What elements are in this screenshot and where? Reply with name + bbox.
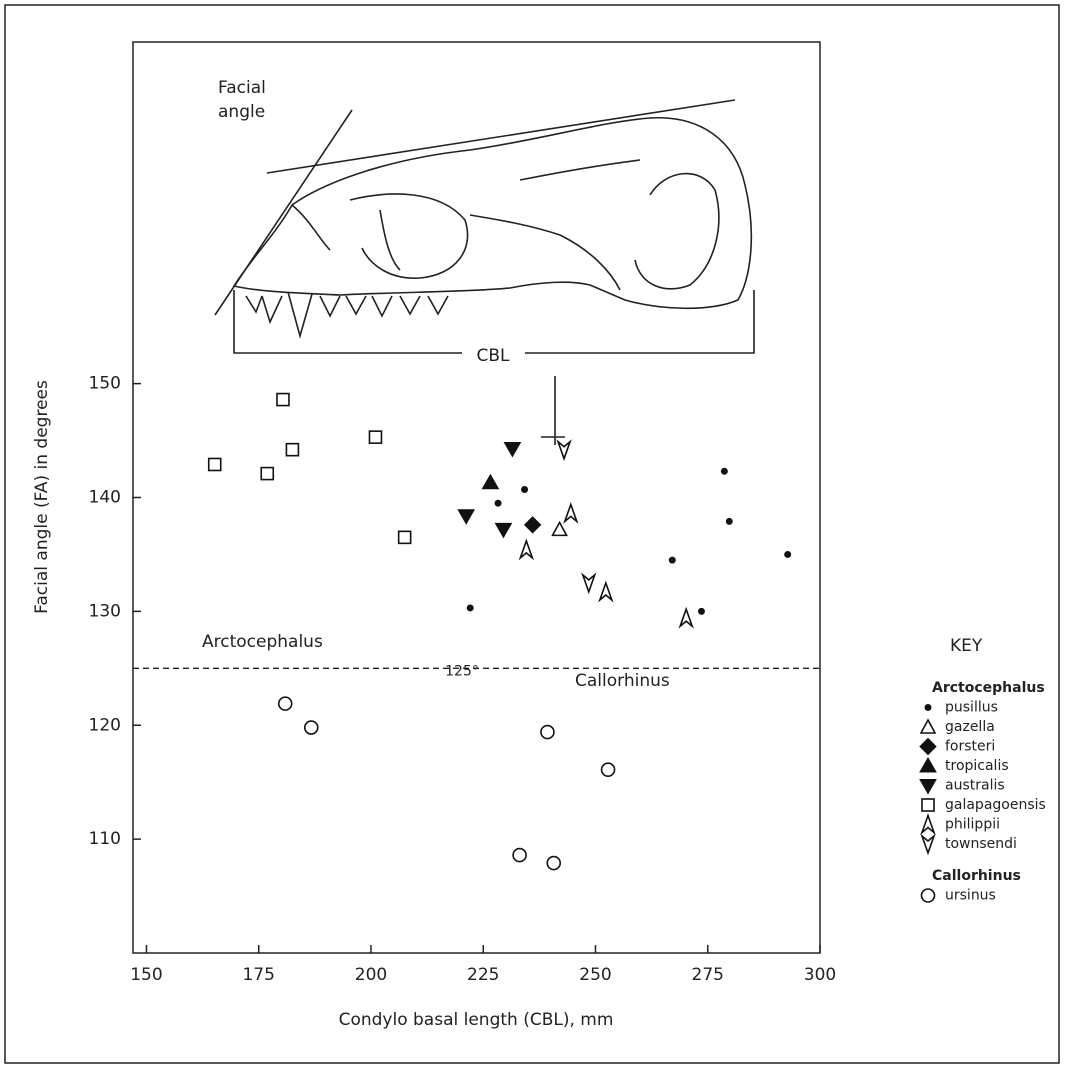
cross-marker [541, 376, 565, 445]
x-tick-label: 300 [804, 965, 836, 985]
marker [920, 888, 936, 903]
marker [276, 392, 290, 407]
marker [512, 847, 527, 863]
legend-label: gazella [945, 719, 995, 735]
orbit [349, 193, 469, 279]
region-label: Callorhinus [575, 671, 670, 691]
marker [921, 798, 935, 812]
legend-label: ursinus [945, 888, 996, 904]
x-tick-label: 250 [579, 965, 611, 985]
marker [207, 457, 222, 472]
legend-title: KEY [950, 636, 983, 656]
x-tick-label: 200 [355, 965, 387, 985]
x-tick-label: 225 [467, 965, 499, 985]
marker [303, 720, 319, 735]
drawing-label: CBL [476, 346, 510, 366]
marker [725, 517, 733, 525]
marker [368, 430, 383, 444]
marker [457, 509, 476, 525]
marker [260, 466, 275, 481]
marker [503, 442, 522, 458]
marker [494, 499, 502, 507]
y-tick-label: 140 [89, 488, 121, 508]
marker [523, 516, 542, 534]
threshold-label: 125° [445, 663, 479, 679]
marker [600, 762, 616, 777]
marker [678, 606, 694, 629]
y-tick-label: 130 [89, 601, 121, 621]
marker [285, 442, 300, 457]
marker [720, 467, 728, 475]
marker [784, 550, 792, 558]
marker [598, 580, 614, 603]
braincase [634, 172, 720, 290]
marker [668, 556, 676, 564]
y-axis-label: Facial angle (FA) in degrees [32, 380, 52, 614]
marker [481, 473, 500, 490]
marker [466, 604, 474, 612]
marker [540, 724, 555, 740]
marker [697, 607, 705, 615]
cbl-bracket [233, 290, 755, 354]
marker [920, 833, 936, 856]
marker [581, 572, 597, 595]
plot-frame [132, 41, 821, 954]
marker [563, 502, 579, 524]
y-tick-label: 110 [89, 829, 121, 849]
skull-outline [232, 117, 753, 310]
marker [919, 718, 937, 734]
legend-label: forsteri [945, 739, 995, 755]
legend-group: Callorhinus [932, 868, 1021, 884]
marker [397, 530, 412, 545]
figure-border [4, 4, 1060, 1064]
marker [924, 704, 932, 711]
marker [919, 756, 937, 773]
marker [919, 737, 937, 756]
drawing-label: angle [218, 102, 265, 122]
legend-label: philippii [945, 817, 1000, 833]
x-axis-label: Condylo basal length (CBL), mm [339, 1010, 614, 1030]
legend-group: Arctocephalus [932, 680, 1045, 696]
top-line [266, 99, 736, 174]
x-tick-label: 275 [692, 965, 724, 985]
legend-label: townsendi [945, 836, 1017, 852]
marker [546, 855, 562, 871]
marker [521, 486, 529, 494]
drawing-label: Facial [218, 78, 266, 98]
skull-drawing [214, 99, 755, 445]
marker [494, 522, 513, 539]
skull-details [291, 159, 641, 291]
legend-label: galapagoensis [945, 797, 1046, 813]
legend-label: australis [945, 778, 1005, 794]
marker [551, 520, 568, 537]
marker [277, 696, 293, 711]
marker [518, 538, 535, 561]
y-tick-label: 120 [89, 715, 121, 735]
marker [556, 439, 572, 462]
x-tick-label: 175 [242, 965, 274, 985]
legend-label: tropicalis [945, 758, 1009, 774]
marker [919, 779, 937, 795]
region-label: Arctocephalus [202, 632, 323, 652]
legend: Arctocephalus pusillus gazella forsteri trop… [919, 680, 1046, 904]
x-tick-label: 150 [130, 965, 162, 985]
marker [920, 813, 936, 835]
teeth [245, 291, 449, 339]
y-tick-label: 150 [89, 374, 121, 394]
legend-label: pusillus [945, 700, 998, 716]
